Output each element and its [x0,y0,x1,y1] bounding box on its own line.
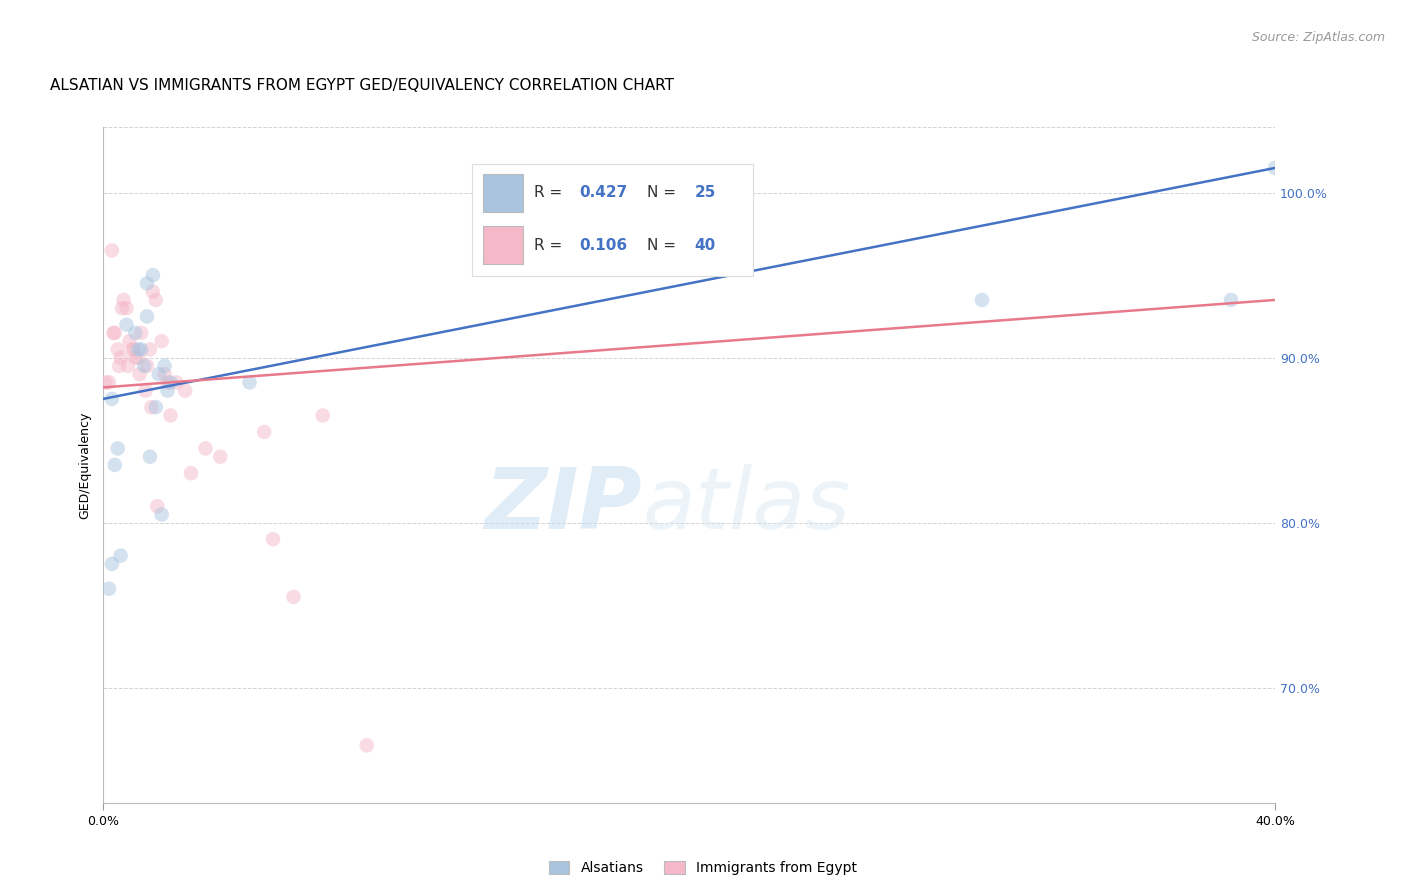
Point [97,582,120,596]
Point [115,318,138,332]
Point [128,367,150,381]
Point [101,557,124,571]
Point [142,268,165,283]
Point [209,450,232,464]
Point [97,376,120,390]
Point [117,359,139,373]
Point [136,277,159,291]
Point [1220,293,1243,307]
Point [129,326,152,340]
Point [165,376,187,390]
Point [312,409,335,423]
Point [1264,161,1286,175]
Point [103,326,125,340]
Point [132,359,155,373]
Point [118,334,141,348]
Point [159,409,181,423]
Point [141,400,163,414]
Legend: Alsatians, Immigrants from Egypt: Alsatians, Immigrants from Egypt [543,855,863,880]
Point [127,351,149,365]
Point [110,351,132,365]
Point [107,343,129,357]
Point [112,293,135,307]
Point [104,326,127,340]
Point [129,343,152,357]
Point [139,343,162,357]
Point [139,450,162,464]
Point [253,425,276,439]
Point [156,384,179,398]
Text: ZIP: ZIP [485,464,643,547]
Point [156,376,179,390]
Point [150,334,173,348]
Point [107,442,129,456]
Y-axis label: GED/Equivalency: GED/Equivalency [79,411,91,518]
Point [239,376,262,390]
Text: Source: ZipAtlas.com: Source: ZipAtlas.com [1251,31,1385,45]
Point [142,285,165,299]
Point [115,301,138,316]
Point [136,310,159,324]
Point [108,359,131,373]
Point [94,376,117,390]
Point [180,466,202,480]
Point [283,590,305,604]
Point [101,392,124,406]
Point [262,532,284,546]
Text: ALSATIAN VS IMMIGRANTS FROM EGYPT GED/EQUIVALENCY CORRELATION CHART: ALSATIAN VS IMMIGRANTS FROM EGYPT GED/EQ… [51,78,675,93]
Text: atlas: atlas [643,464,851,547]
Point [136,359,159,373]
Point [153,367,176,381]
Point [148,367,170,381]
Point [159,376,181,390]
Point [153,359,176,373]
Point [356,739,378,753]
Point [110,549,132,563]
Point [970,293,993,307]
Point [101,244,124,258]
Point [145,293,167,307]
Point [104,458,127,472]
Point [150,508,173,522]
Point [127,343,149,357]
Point [135,384,157,398]
Point [174,384,197,398]
Point [124,351,146,365]
Point [124,326,146,340]
Point [111,301,134,316]
Point [146,499,169,513]
Point [145,400,167,414]
Point [121,343,143,357]
Point [194,442,217,456]
Point [122,343,145,357]
